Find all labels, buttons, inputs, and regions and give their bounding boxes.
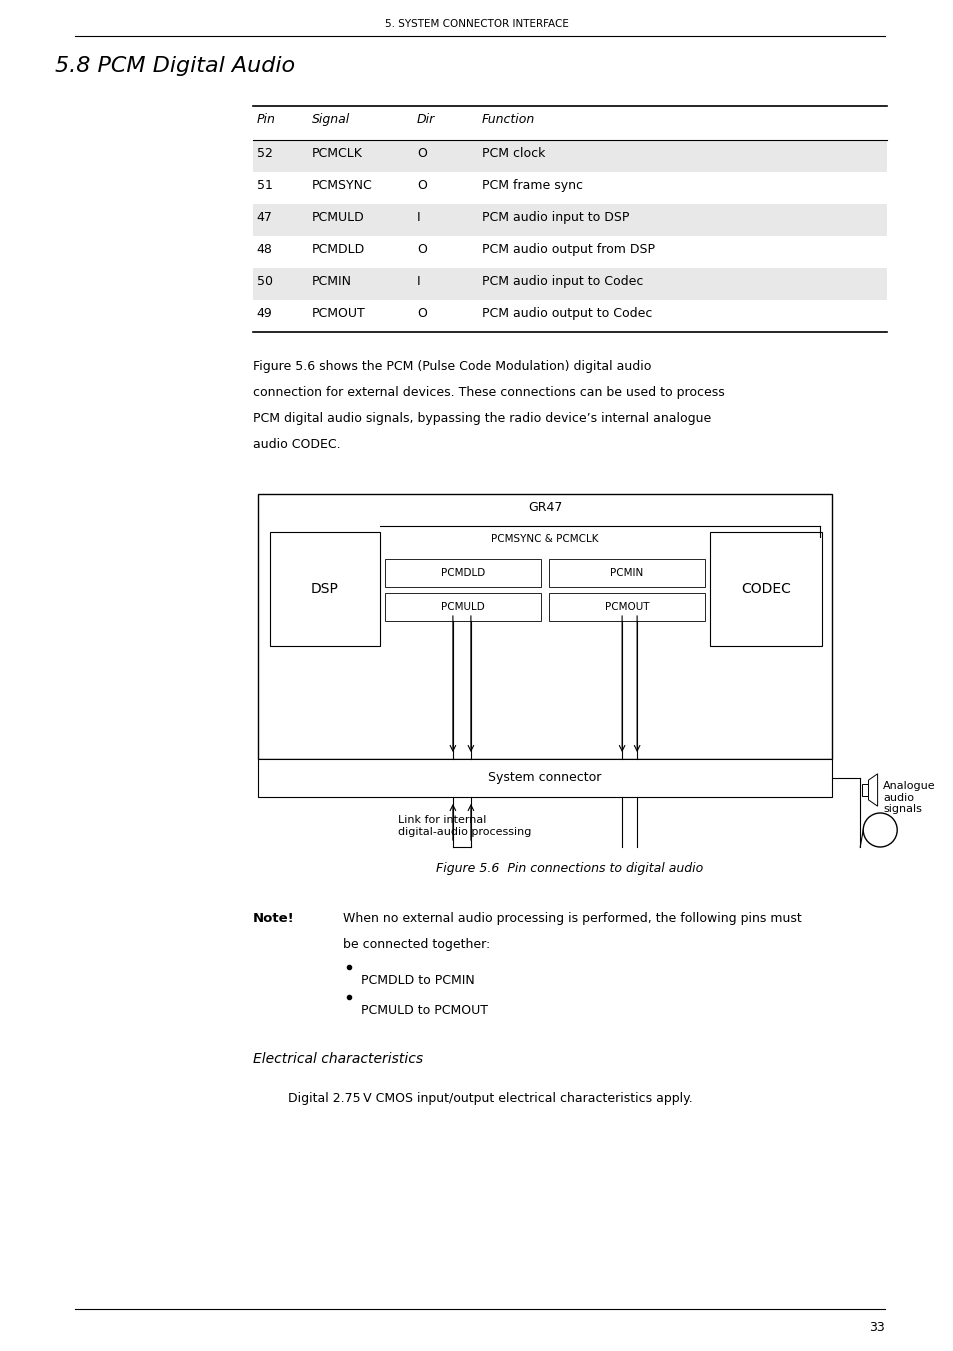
Text: DSP: DSP (311, 582, 338, 596)
Text: 5.8 PCM Digital Audio: 5.8 PCM Digital Audio (55, 55, 294, 76)
Text: Function: Function (481, 113, 535, 126)
Text: PCMOUT: PCMOUT (604, 603, 649, 612)
Text: PCM audio output to Codec: PCM audio output to Codec (481, 307, 652, 320)
Text: 51: 51 (256, 178, 273, 192)
Text: O: O (416, 147, 426, 159)
Text: 48: 48 (256, 243, 273, 255)
Text: O: O (416, 307, 426, 320)
Text: System connector: System connector (488, 771, 601, 785)
Text: O: O (416, 178, 426, 192)
Text: PCMDLD: PCMDLD (440, 567, 484, 578)
Text: Pin: Pin (256, 113, 275, 126)
Text: PCMCLK: PCMCLK (312, 147, 362, 159)
Text: PCM audio output from DSP: PCM audio output from DSP (481, 243, 654, 255)
Text: PCMOUT: PCMOUT (312, 307, 365, 320)
Bar (253, 267, 886, 300)
Text: PCM digital audio signals, bypassing the radio device’s internal analogue: PCM digital audio signals, bypassing the… (253, 412, 710, 426)
Text: PCMIN: PCMIN (610, 567, 643, 578)
Text: Figure 5.6 shows the PCM (Pulse Code Modulation) digital audio: Figure 5.6 shows the PCM (Pulse Code Mod… (253, 359, 651, 373)
Text: PCMULD: PCMULD (440, 603, 484, 612)
Text: PCMDLD to PCMIN: PCMDLD to PCMIN (360, 974, 474, 988)
Text: 33: 33 (868, 1321, 884, 1333)
Text: PCMDLD: PCMDLD (312, 243, 365, 255)
Bar (548, 593, 704, 621)
Text: be connected together:: be connected together: (342, 938, 490, 951)
Text: I: I (416, 276, 420, 288)
Circle shape (862, 813, 896, 847)
Text: PCMULD to PCMOUT: PCMULD to PCMOUT (360, 1004, 487, 1017)
Bar (257, 759, 831, 797)
Text: Link for internal
digital-audio processing: Link for internal digital-audio processi… (397, 815, 531, 836)
Text: When no external audio processing is performed, the following pins must: When no external audio processing is per… (342, 912, 801, 925)
Text: O: O (416, 243, 426, 255)
Bar (270, 532, 379, 646)
Text: connection for external devices. These connections can be used to process: connection for external devices. These c… (253, 386, 723, 399)
Bar (257, 494, 831, 759)
Text: I: I (416, 211, 420, 224)
Text: PCM audio input to Codec: PCM audio input to Codec (481, 276, 642, 288)
Text: Analogue
audio
signals: Analogue audio signals (882, 781, 935, 815)
Text: PCM clock: PCM clock (481, 147, 544, 159)
Text: 50: 50 (256, 276, 273, 288)
Text: 52: 52 (256, 147, 273, 159)
Text: 47: 47 (256, 211, 273, 224)
Bar (253, 141, 886, 172)
Text: PCMSYNC & PCMCLK: PCMSYNC & PCMCLK (491, 534, 598, 544)
Bar (548, 559, 704, 586)
Text: PCMULD: PCMULD (312, 211, 364, 224)
Text: CODEC: CODEC (740, 582, 790, 596)
Text: Digital 2.75 V CMOS input/output electrical characteristics apply.: Digital 2.75 V CMOS input/output electri… (288, 1092, 692, 1105)
Text: Figure 5.6  Pin connections to digital audio: Figure 5.6 Pin connections to digital au… (436, 862, 703, 875)
Text: Signal: Signal (312, 113, 350, 126)
Bar (384, 559, 540, 586)
Bar (862, 784, 867, 796)
Text: Dir: Dir (416, 113, 435, 126)
Text: PCMSYNC: PCMSYNC (312, 178, 373, 192)
Text: audio CODEC.: audio CODEC. (253, 438, 340, 451)
Text: PCMIN: PCMIN (312, 276, 352, 288)
Text: 49: 49 (256, 307, 273, 320)
Text: Note!: Note! (253, 912, 294, 925)
Text: Electrical characteristics: Electrical characteristics (253, 1052, 422, 1066)
Text: 5. SYSTEM CONNECTOR INTERFACE: 5. SYSTEM CONNECTOR INTERFACE (385, 19, 568, 28)
Text: PCM audio input to DSP: PCM audio input to DSP (481, 211, 629, 224)
Bar (384, 593, 540, 621)
Text: PCM frame sync: PCM frame sync (481, 178, 582, 192)
Bar (709, 532, 821, 646)
Polygon shape (867, 774, 877, 807)
Text: GR47: GR47 (527, 501, 561, 513)
Bar (253, 204, 886, 236)
